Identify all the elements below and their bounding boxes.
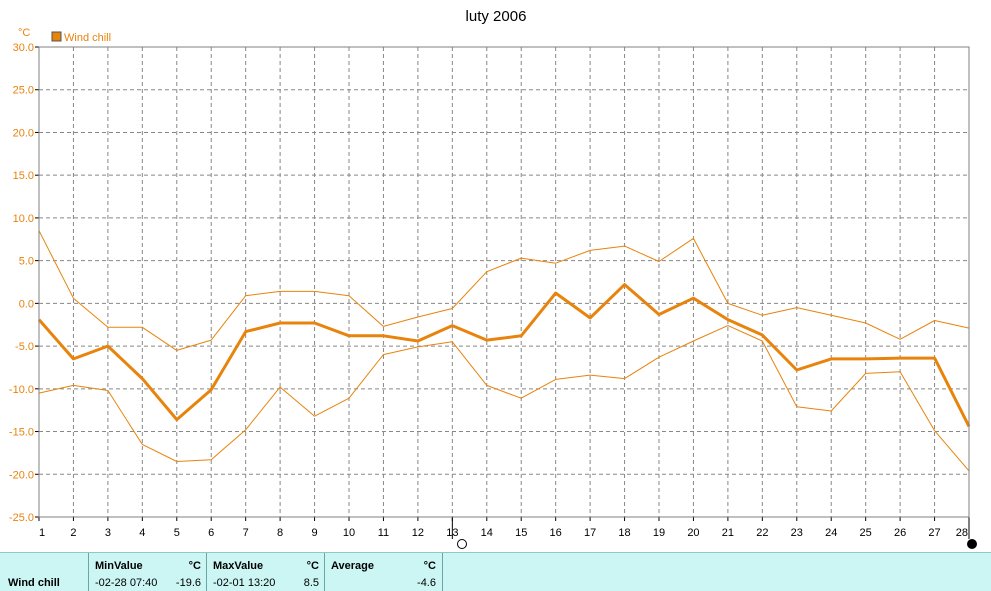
y-tick-label: 10.0	[13, 213, 34, 225]
min-value: -19.6	[175, 577, 201, 589]
y-tick-label: 20.0	[13, 127, 34, 139]
x-tick-label: 5	[174, 527, 180, 539]
avg-header: Average	[331, 560, 375, 572]
x-tick-label: 12	[412, 527, 424, 539]
y-tick-label: -10.0	[9, 384, 34, 396]
x-tick-label: 28	[956, 527, 968, 539]
y-tick-label: 30.0	[13, 42, 34, 54]
series-group	[37, 230, 971, 472]
x-tick-label: 6	[208, 527, 214, 539]
x-tick-label: 8	[277, 527, 283, 539]
max-cell: MaxValue °C -02-01 13:20 8.5	[206, 553, 325, 591]
min-unit: °C	[188, 560, 201, 572]
min-time: -02-28 07:40	[95, 577, 158, 589]
x-tick-label: 23	[791, 527, 803, 539]
y-tick-label: -5.0	[15, 341, 34, 353]
x-tick-label: 16	[550, 527, 562, 539]
x-tick-label: 15	[515, 527, 527, 539]
x-tick-label: 19	[653, 527, 665, 539]
x-tick-label: 25	[860, 527, 872, 539]
y-tick-label: -20.0	[9, 469, 34, 481]
min-cell: MinValue °C -02-28 07:40 -19.6	[88, 553, 207, 591]
x-tick-label: 14	[481, 527, 493, 539]
y-unit-label: °C	[18, 27, 30, 39]
x-tick-label: 21	[722, 527, 734, 539]
series-line-min	[38, 325, 970, 472]
stats-row-label: Wind chill	[8, 577, 60, 589]
x-tick-label: 4	[139, 527, 145, 539]
x-tick-label: 22	[756, 527, 768, 539]
x-tick-label: 10	[343, 527, 355, 539]
y-tick-label: 15.0	[13, 170, 34, 182]
y-tick-label: 25.0	[13, 85, 34, 97]
period-end-marker[interactable]	[967, 539, 977, 549]
x-tick-label: 27	[928, 527, 940, 539]
x-tick-label: 24	[825, 527, 837, 539]
max-header: MaxValue	[213, 560, 264, 572]
max-value: 8.5	[303, 577, 319, 589]
x-tick-label: 9	[311, 527, 317, 539]
avg-unit: °C	[423, 560, 436, 572]
legend-swatch	[51, 31, 62, 42]
avg-cell: Average °C -4.6	[324, 553, 443, 591]
x-tick-label: 20	[687, 527, 699, 539]
legend-label: Wind chill	[64, 32, 111, 44]
x-tick-label: 18	[618, 527, 630, 539]
x-axis: 1 2 3 4 5 6 7 8 9 10 11 12 13 14 15 16 17 18 19 20 21 22 23 24 2…	[38, 517, 970, 539]
stats-panel: Wind chill MinValue °C -02-28 07:40 -19.…	[0, 552, 991, 591]
series-line-max	[38, 230, 970, 351]
y-tick-label: -25.0	[9, 512, 34, 524]
chart-title: luty 2006	[466, 8, 527, 25]
y-tick-label: 0.0	[19, 298, 34, 310]
x-tick-label: 17	[584, 527, 596, 539]
grid	[39, 47, 969, 517]
x-tick-label: 11	[378, 527, 389, 539]
x-tick-label: 2	[70, 527, 76, 539]
period-start-marker[interactable]	[457, 539, 467, 549]
y-axis: 30.0 25.0 20.0 15.0 10.0 5.0 0.0 -5.0 -10.0 -15.0…	[9, 42, 39, 524]
x-tick-label: 3	[105, 527, 111, 539]
series-line-average	[37, 283, 971, 428]
min-header: MinValue	[95, 560, 143, 572]
x-tick-label: 7	[243, 527, 249, 539]
y-tick-label: 5.0	[19, 256, 34, 268]
avg-value: -4.6	[417, 577, 436, 589]
max-unit: °C	[306, 560, 319, 572]
x-tick-label: 26	[894, 527, 906, 539]
plot-frame	[38, 46, 970, 518]
max-time: -02-01 13:20	[213, 577, 276, 589]
y-tick-label: -15.0	[9, 427, 34, 439]
chart: luty 2006 °C Wind chill 30.025.020.015.0…	[9, 8, 977, 549]
x-tick-label: 1	[39, 527, 45, 539]
